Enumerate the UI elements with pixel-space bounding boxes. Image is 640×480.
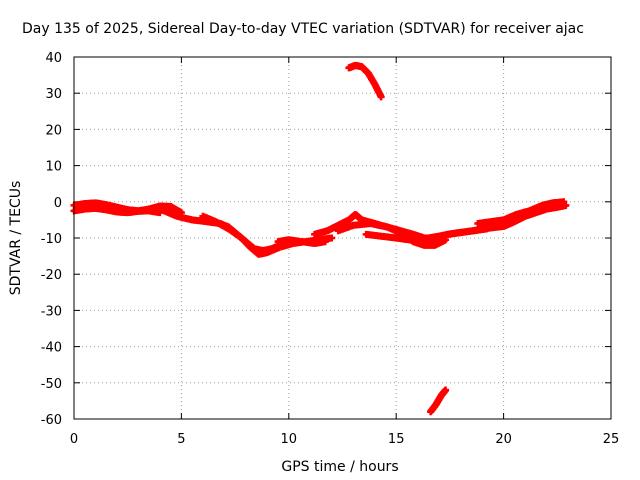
data-point	[156, 209, 164, 217]
y-tick-label: 20	[45, 123, 62, 138]
series-arc-9	[474, 198, 568, 228]
grid-lines	[74, 57, 611, 419]
y-tick-label: -10	[41, 232, 62, 247]
y-tick-label: -40	[41, 341, 62, 356]
series-arc-7	[362, 230, 439, 246]
y-tick-label: 40	[45, 51, 62, 66]
chart-title: Day 135 of 2025, Sidereal Day-to-day VTE…	[22, 21, 584, 37]
y-axis-label: SDTVAR / TECUs	[8, 181, 24, 296]
data-point	[377, 93, 385, 101]
x-tick-label: 10	[281, 432, 298, 447]
y-tick-label: -50	[41, 377, 62, 392]
series-arc-10	[345, 61, 385, 101]
y-tick-label: 30	[45, 87, 62, 102]
y-tick-label: -20	[41, 268, 62, 283]
axis-ticks: 0 5 10 15 20 25 -60 -50 -40 -30 -20 -10 0 10 20 30 40	[41, 51, 620, 447]
y-tick-label: -60	[41, 413, 62, 428]
x-axis-label: GPS time / hours	[281, 459, 398, 475]
data-points	[70, 61, 570, 416]
x-tick-label: 0	[70, 432, 78, 447]
data-point	[321, 238, 329, 246]
series-arc-2	[160, 207, 284, 255]
y-tick-label: 0	[54, 196, 62, 211]
y-tick-label: -30	[41, 304, 62, 319]
series-arc-11	[427, 386, 450, 416]
x-tick-label: 20	[495, 432, 512, 447]
x-tick-label: 25	[603, 432, 620, 447]
x-tick-label: 15	[388, 432, 405, 447]
data-point	[442, 386, 450, 394]
x-tick-label: 5	[177, 432, 185, 447]
plot-frame	[73, 56, 612, 420]
series-arc-4	[274, 236, 329, 247]
data-point	[328, 234, 336, 242]
y-tick-label: 10	[45, 160, 62, 175]
data-point	[560, 198, 568, 206]
